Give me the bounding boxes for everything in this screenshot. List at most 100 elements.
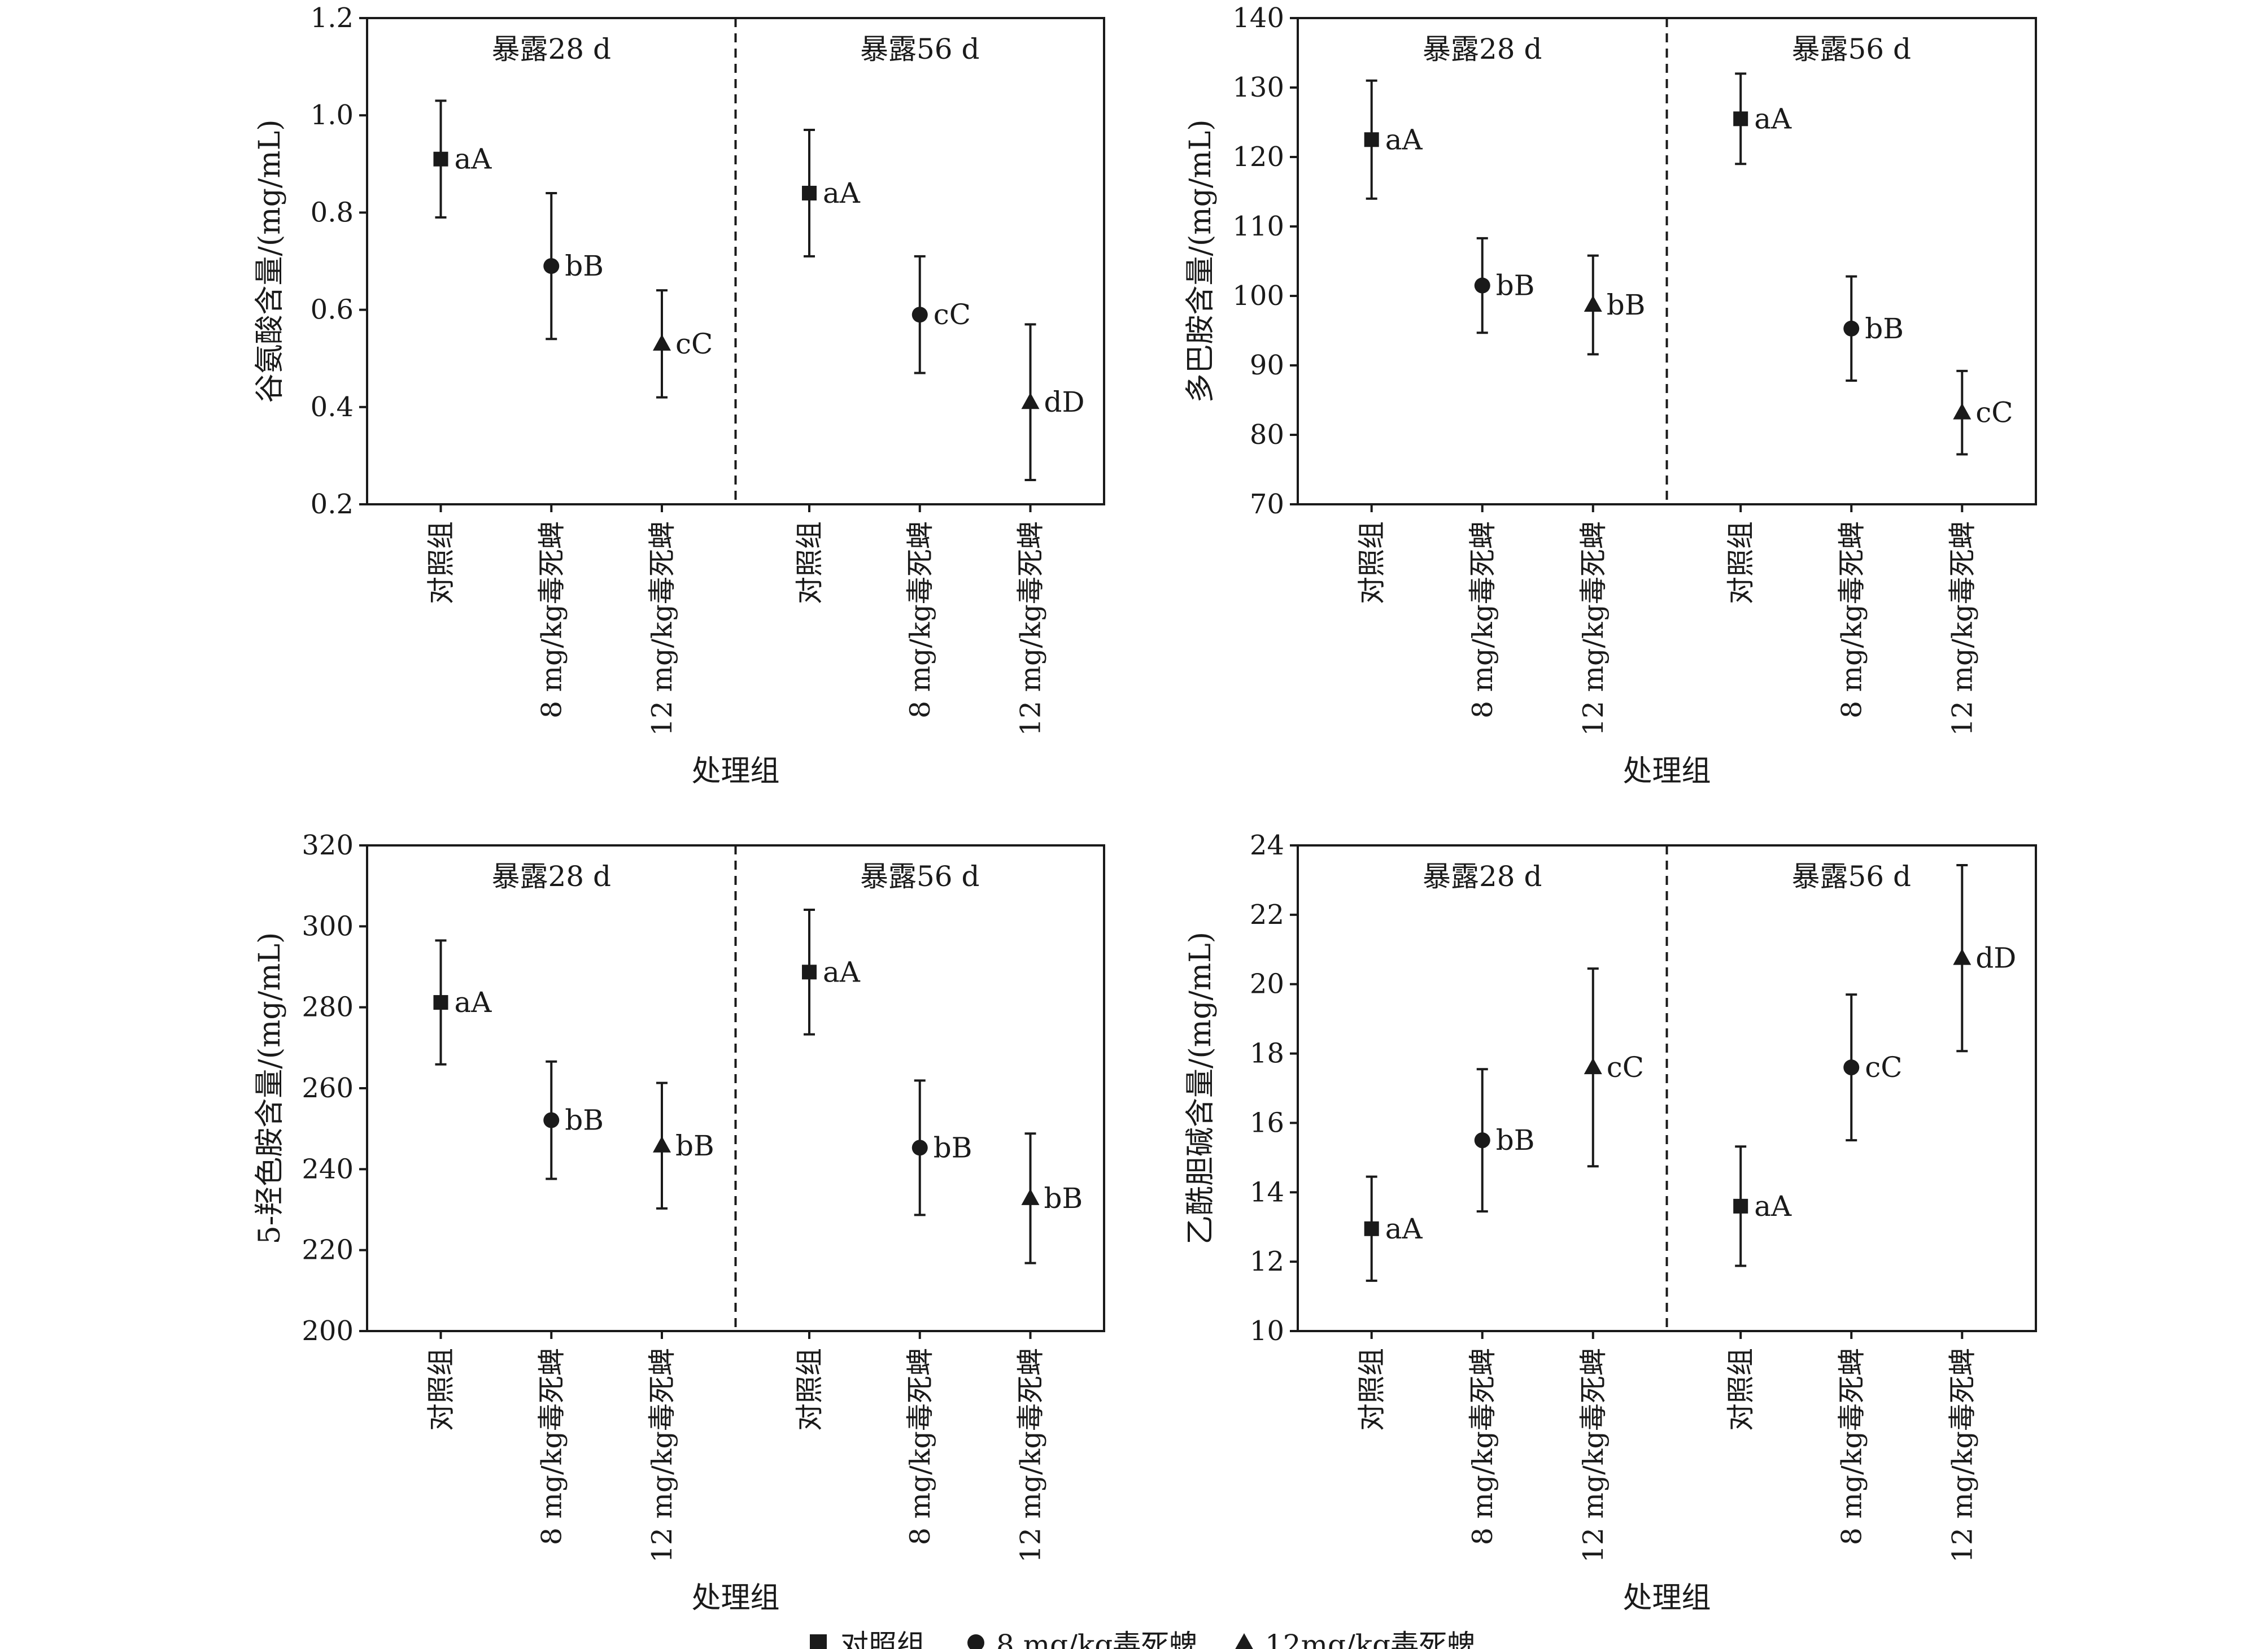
x-category-label: 对照组 bbox=[1725, 521, 1757, 604]
significance-label: dD bbox=[1975, 942, 2016, 975]
x-axis-title: 处理组 bbox=[691, 1581, 779, 1615]
y-tick-label: 260 bbox=[302, 1072, 354, 1104]
legend-label-control: 对照组 bbox=[840, 1629, 925, 1649]
legend-marker-square bbox=[810, 1634, 827, 1649]
significance-label: aA bbox=[823, 177, 861, 210]
y-tick-label: 0.8 bbox=[311, 197, 354, 228]
x-axis-title: 处理组 bbox=[1623, 754, 1711, 788]
significance-label: aA bbox=[455, 143, 492, 176]
significance-label: aA bbox=[823, 956, 861, 988]
period-label: 暴露56 d bbox=[1791, 33, 1911, 66]
x-category-label: 对照组 bbox=[1356, 1348, 1388, 1431]
y-tick-label: 130 bbox=[1232, 72, 1284, 103]
significance-label: bB bbox=[1044, 1182, 1083, 1215]
x-category-label: 8 mg/kg毒死蜱 bbox=[1467, 1348, 1499, 1545]
point-control bbox=[1364, 132, 1379, 147]
significance-label: bB bbox=[565, 250, 604, 282]
significance-label: aA bbox=[1385, 123, 1423, 156]
point-control bbox=[1733, 111, 1748, 126]
point-8mg bbox=[1474, 277, 1490, 294]
point-12mg bbox=[1953, 403, 1972, 420]
point-control bbox=[1733, 1198, 1748, 1214]
significance-label: aA bbox=[1385, 1212, 1423, 1245]
x-axis-title: 处理组 bbox=[1623, 1581, 1711, 1615]
y-tick-label: 16 bbox=[1250, 1107, 1284, 1138]
significance-label: bB bbox=[1865, 312, 1904, 345]
y-tick-label: 70 bbox=[1250, 488, 1284, 520]
y-tick-label: 300 bbox=[302, 910, 354, 942]
y-axis-title: 5-羟色胺含量/(mg/mL) bbox=[253, 932, 287, 1245]
period-label: 暴露28 d bbox=[1423, 860, 1542, 893]
significance-label: cC bbox=[1607, 1051, 1644, 1084]
y-tick-label: 90 bbox=[1250, 350, 1284, 381]
y-axis-title: 多巴胺含量/(mg/mL) bbox=[1184, 119, 1218, 403]
significance-label: bB bbox=[565, 1104, 604, 1137]
x-category-label: 12 mg/kg毒死蜱 bbox=[1015, 521, 1047, 736]
y-tick-label: 220 bbox=[302, 1234, 354, 1266]
point-8mg bbox=[1843, 1059, 1860, 1076]
significance-label: aA bbox=[455, 986, 492, 1019]
x-category-label: 12 mg/kg毒死蜱 bbox=[646, 521, 678, 736]
y-tick-label: 1.0 bbox=[311, 99, 354, 131]
y-tick-label: 120 bbox=[1232, 141, 1284, 173]
y-tick-label: 80 bbox=[1250, 419, 1284, 451]
significance-label: bB bbox=[1496, 269, 1535, 302]
y-tick-label: 24 bbox=[1250, 830, 1284, 861]
y-tick-label: 0.4 bbox=[311, 391, 354, 423]
x-category-label: 8 mg/kg毒死蜱 bbox=[1835, 1348, 1868, 1545]
significance-label: bB bbox=[1496, 1124, 1535, 1157]
y-tick-label: 0.2 bbox=[311, 488, 354, 520]
significance-label: cC bbox=[934, 298, 971, 331]
x-category-label: 8 mg/kg毒死蜱 bbox=[535, 1348, 568, 1545]
legend-label-12mg: 12mg/kg毒死蜱 bbox=[1265, 1629, 1475, 1649]
y-tick-label: 12 bbox=[1250, 1246, 1284, 1277]
point-control bbox=[802, 965, 817, 980]
y-tick-label: 240 bbox=[302, 1153, 354, 1185]
chart-panel-glutamate: 0.2 0.4 0.6 0.8 1.0 1.2 暴露28 d 暴露56 d 对照组 8 mg/kg… bbox=[253, 2, 1105, 788]
significance-label: bB bbox=[934, 1131, 972, 1164]
x-category-label: 8 mg/kg毒死蜱 bbox=[535, 521, 568, 718]
period-label: 暴露28 d bbox=[1423, 33, 1542, 66]
period-label: 暴露56 d bbox=[860, 33, 980, 66]
point-control bbox=[802, 185, 817, 200]
legend-marker-triangle bbox=[1235, 1633, 1253, 1649]
x-category-label: 8 mg/kg毒死蜱 bbox=[1467, 521, 1499, 718]
point-8mg bbox=[1474, 1132, 1490, 1149]
point-12mg bbox=[1021, 1188, 1040, 1205]
y-tick-label: 20 bbox=[1250, 969, 1284, 1000]
y-tick-label: 320 bbox=[302, 830, 354, 861]
x-category-label: 8 mg/kg毒死蜱 bbox=[904, 1348, 936, 1545]
significance-label: aA bbox=[1754, 1190, 1792, 1223]
point-8mg bbox=[911, 307, 928, 323]
period-label: 暴露28 d bbox=[491, 860, 611, 893]
y-axis-title: 乙酰胆碱含量/(mg/mL) bbox=[1184, 932, 1218, 1245]
point-8mg bbox=[911, 1140, 928, 1156]
significance-label: dD bbox=[1044, 386, 1085, 418]
x-category-label: 对照组 bbox=[1356, 521, 1388, 604]
chart-panels: 0.2 0.4 0.6 0.8 1.0 1.2 暴露28 d 暴露56 d 对照组 8 mg/kg… bbox=[253, 2, 2037, 1615]
period-label: 暴露28 d bbox=[491, 33, 611, 66]
y-tick-label: 10 bbox=[1250, 1315, 1284, 1347]
x-category-label: 12 mg/kg毒死蜱 bbox=[1577, 521, 1610, 736]
x-axis-title: 处理组 bbox=[691, 754, 779, 788]
point-control bbox=[433, 151, 448, 167]
y-tick-label: 22 bbox=[1250, 899, 1284, 931]
chart-panel-serotonin: 200 220 240 260 280 300 320 暴露28 d 暴露56 d 对照组 8 mg… bbox=[253, 830, 1105, 1615]
x-category-label: 8 mg/kg毒死蜱 bbox=[1835, 521, 1868, 718]
x-category-label: 对照组 bbox=[1725, 1348, 1757, 1431]
legend-label-8mg: 8 mg/kg毒死蜱 bbox=[996, 1629, 1197, 1649]
significance-label: cC bbox=[1975, 396, 2013, 429]
x-category-label: 对照组 bbox=[793, 1348, 826, 1431]
x-category-label: 对照组 bbox=[793, 521, 826, 604]
point-8mg bbox=[1843, 320, 1860, 337]
point-12mg bbox=[1584, 1058, 1602, 1075]
significance-label: bB bbox=[1607, 289, 1646, 321]
y-tick-label: 110 bbox=[1232, 211, 1284, 242]
x-category-label: 对照组 bbox=[425, 1348, 457, 1431]
y-tick-label: 1.2 bbox=[311, 2, 354, 34]
y-tick-label: 140 bbox=[1232, 2, 1284, 34]
chart-panel-dopamine: 70 80 90 100 110 120 130 140 暴露28 d 暴露56 d 对照组 8 mg… bbox=[1184, 2, 2037, 788]
legend: 对照组 8 mg/kg毒死蜱 12mg/kg毒死蜱 bbox=[810, 1629, 1475, 1649]
significance-label: cC bbox=[1865, 1051, 1902, 1084]
